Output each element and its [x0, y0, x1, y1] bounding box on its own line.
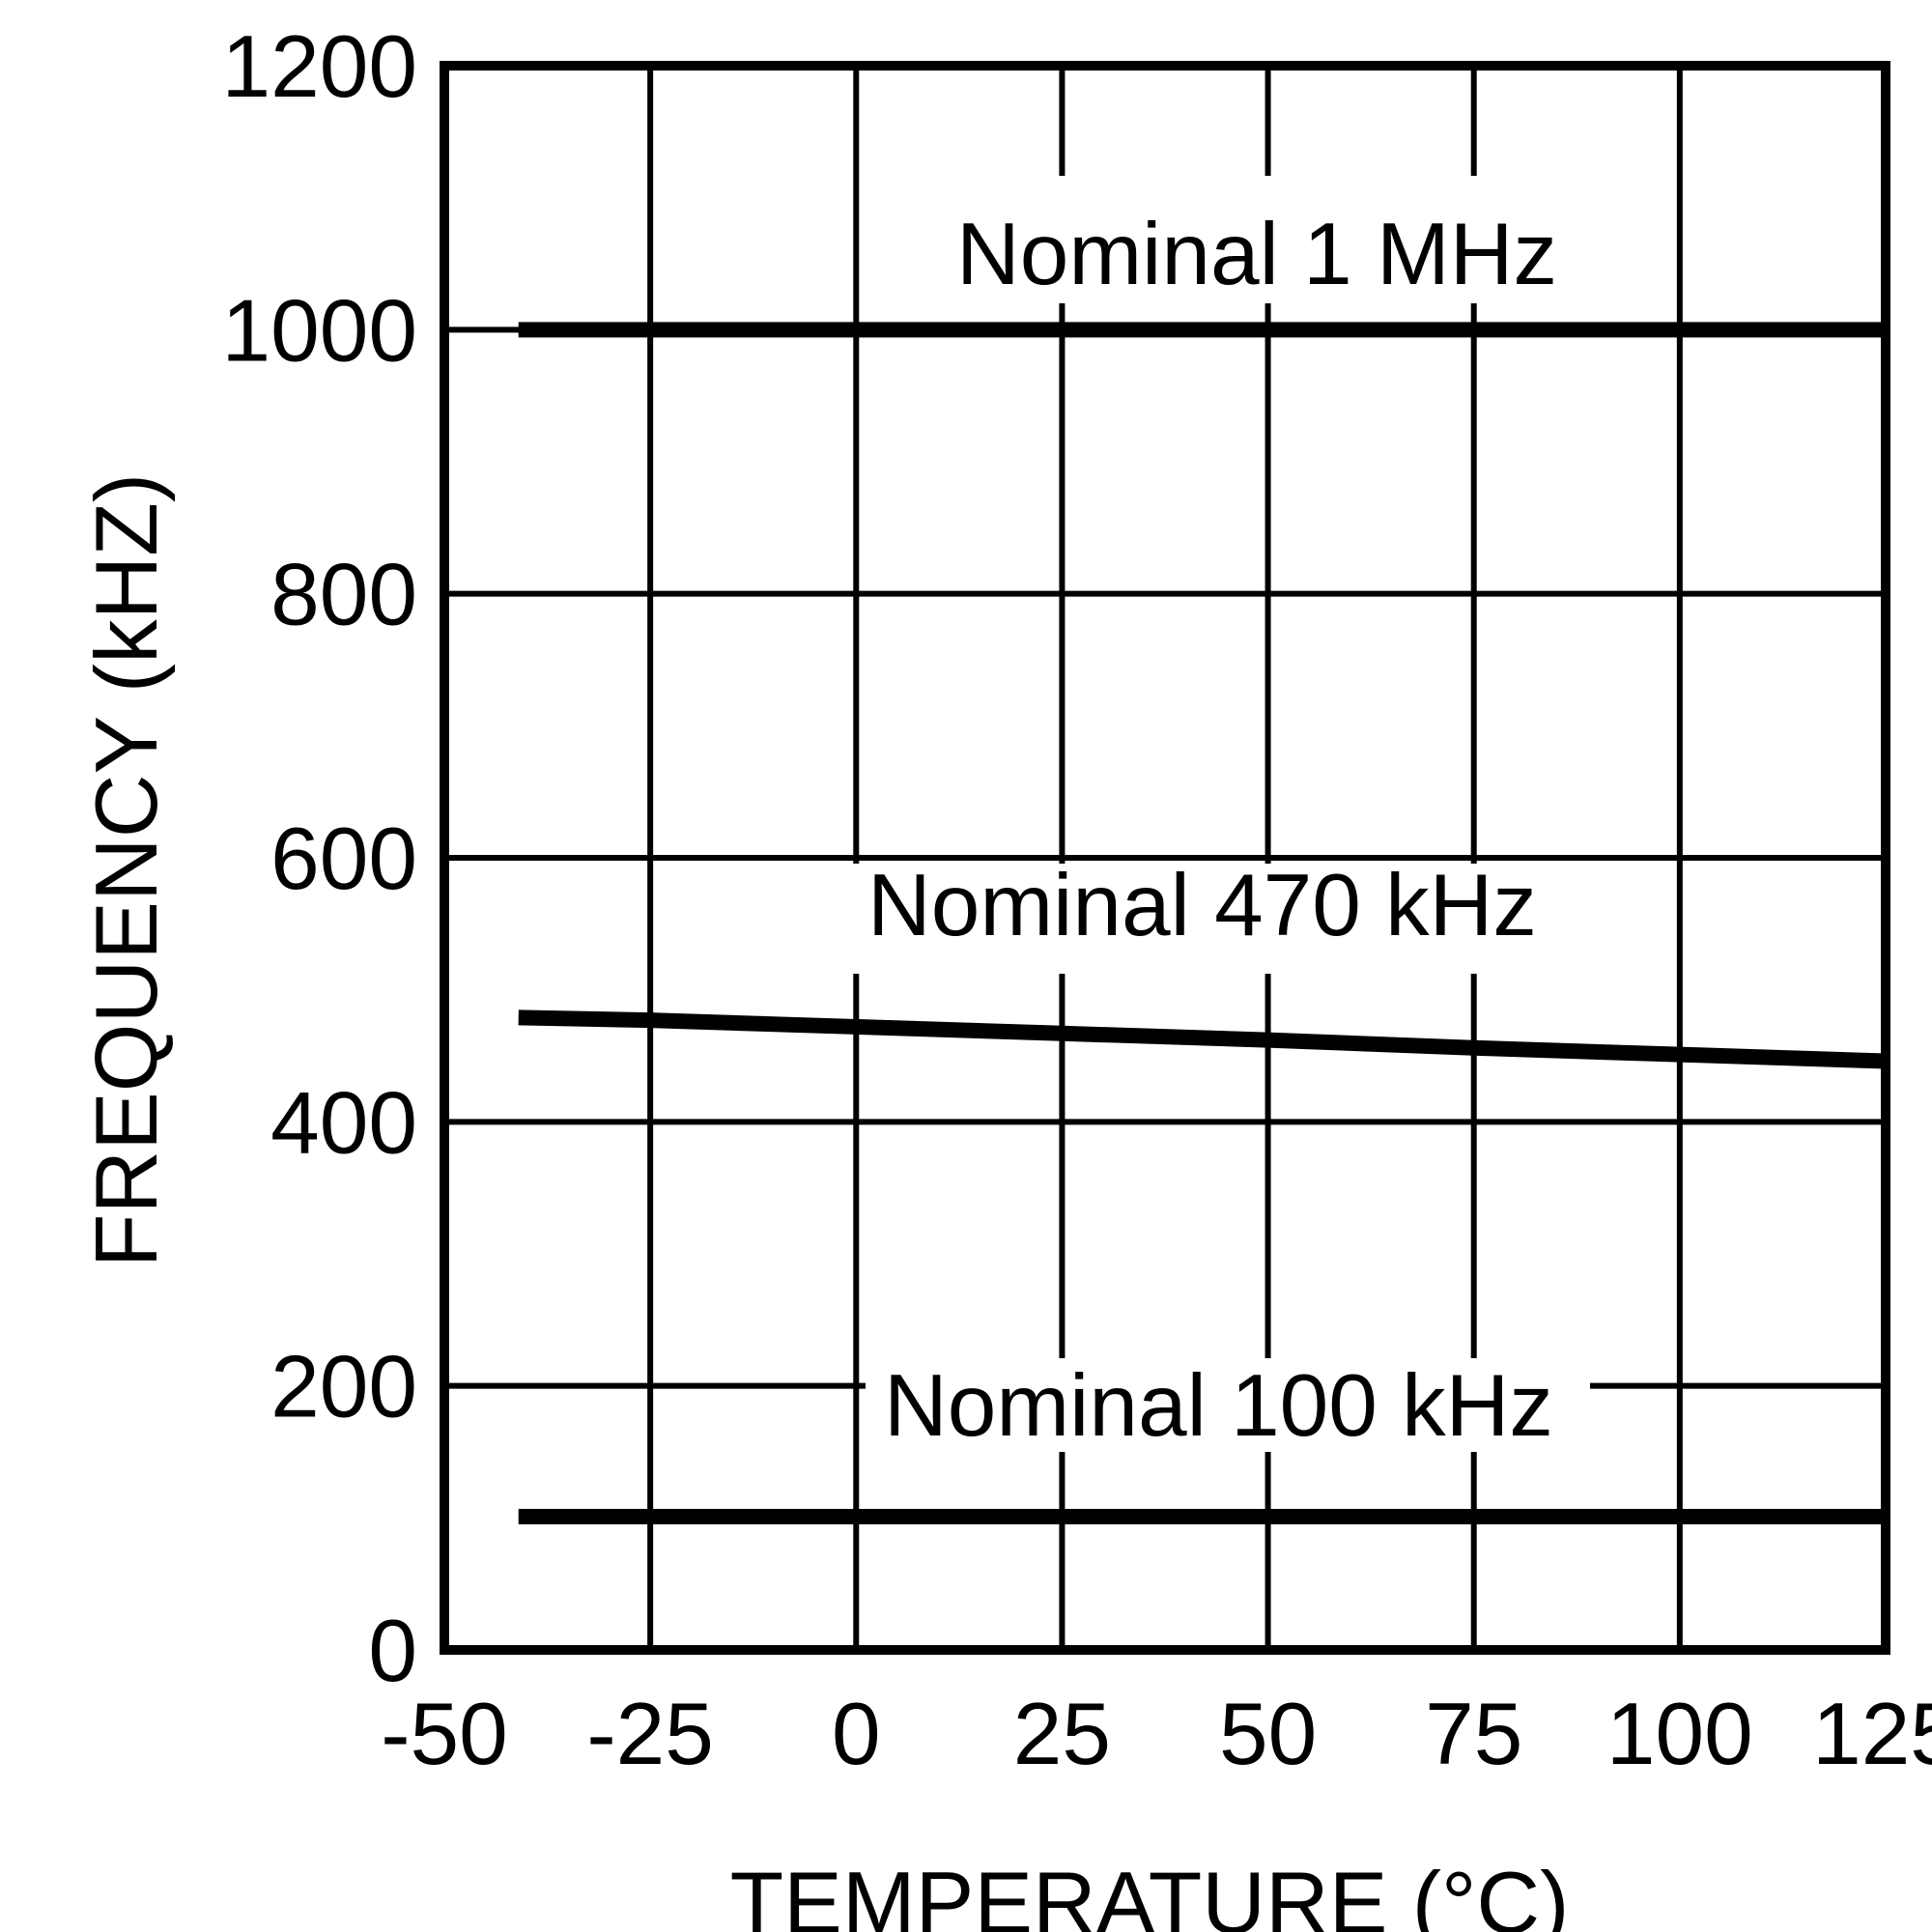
chart-canvas: Nominal 1 MHz Nominal 470 kHz Nominal 100 … — [39, 15, 1932, 1932]
x-tick-label-25: 25 — [1013, 1686, 1111, 1783]
annotation-mask-nominal-470-khz — [850, 864, 1577, 974]
annotation-mask-nominal-1-mhz — [935, 176, 1580, 303]
y-tick-label-200: 200 — [270, 1339, 417, 1436]
y-tick-label-800: 800 — [270, 547, 417, 644]
x-tick-label-50: 50 — [1219, 1686, 1317, 1783]
y-tick-label-0: 0 — [368, 1603, 417, 1700]
x-axis-title: TEMPERATURE (°C) — [730, 1855, 1570, 1932]
annotation-label-nominal-1-mhz: Nominal 1 MHz — [956, 206, 1557, 303]
plot-border — [440, 61, 1890, 1655]
x-tick-label-125: 125 — [1812, 1686, 1932, 1783]
y-axis-title: FREQUENCY (kHZ) — [78, 473, 176, 1267]
x-tick-label-100: 100 — [1606, 1686, 1753, 1783]
x-tick-label--50: -50 — [381, 1686, 508, 1783]
annotation-label-nominal-470-khz: Nominal 470 kHz — [867, 857, 1537, 954]
x-tick-label-0: 0 — [832, 1686, 881, 1783]
frequency-vs-temperature-chart: Nominal 1 MHz Nominal 470 kHz Nominal 100 … — [39, 15, 1932, 1932]
x-tick-label-75: 75 — [1425, 1686, 1522, 1783]
y-tick-label-1000: 1000 — [222, 282, 417, 380]
y-tick-label-600: 600 — [270, 810, 417, 908]
annotation-mask-nominal-100-khz — [866, 1358, 1590, 1452]
x-tick-label--25: -25 — [586, 1686, 714, 1783]
series-line-nominal-470-khz — [518, 1009, 1887, 1069]
y-tick-label-400: 400 — [270, 1074, 417, 1172]
annotation-label-nominal-100-khz: Nominal 100 kHz — [884, 1357, 1553, 1455]
y-tick-label-1200: 1200 — [222, 18, 417, 116]
